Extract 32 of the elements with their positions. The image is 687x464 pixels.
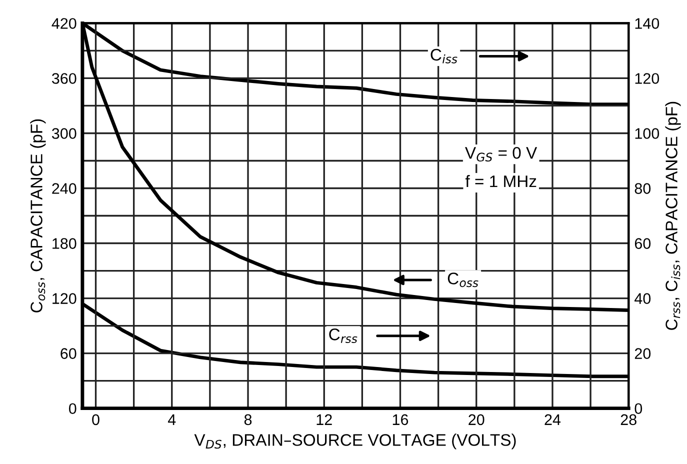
x-tick-label: 4 bbox=[168, 414, 176, 425]
y2-tick-label: 0 bbox=[634, 403, 642, 414]
x-tick-label: 28 bbox=[620, 414, 636, 426]
y-tick-label: 300 bbox=[52, 128, 76, 139]
y2-tick-label: 40 bbox=[634, 293, 651, 304]
x-tick-label: 0 bbox=[92, 414, 100, 426]
y-tick-label: 120 bbox=[52, 293, 76, 304]
y-tick-label: 420 bbox=[52, 18, 76, 29]
annotation: V$_{GS}$ = 0 V bbox=[465, 146, 538, 162]
x-tick-label: 16 bbox=[392, 414, 408, 426]
y2-axis-title: C$_{rss}$, C$_{iss}$, CAPACITANCE (pF) bbox=[665, 102, 681, 330]
y-axis-title: C$_{oss}$, CAPACITANCE (pF) bbox=[30, 119, 46, 312]
x-tick-label: 20 bbox=[468, 414, 484, 426]
legend-label: C$_{rss}$ bbox=[329, 328, 358, 344]
y2-tick-label: 120 bbox=[635, 73, 660, 84]
x-axis-title: V$_{DS}$, DRAIN–SOURCE VOLTAGE (VOLTS) bbox=[194, 434, 516, 450]
annotation: f = 1 MHz bbox=[465, 175, 536, 188]
y2-tick-label: 140 bbox=[635, 18, 660, 29]
y-tick-label: 0 bbox=[68, 403, 76, 414]
series-label: C$_{oss}$ bbox=[448, 272, 478, 288]
y2-tick-label: 60 bbox=[634, 238, 651, 249]
y-tick-label: 180 bbox=[52, 238, 76, 249]
y2-tick-label: 80 bbox=[634, 183, 651, 194]
x-tick-label: 12 bbox=[316, 414, 332, 425]
legend-label: C$_{iss}$ bbox=[430, 48, 458, 64]
y2-tick-label: 100 bbox=[635, 128, 660, 139]
y-tick-label: 360 bbox=[52, 73, 76, 84]
x-tick-label: 24 bbox=[544, 414, 561, 425]
y2-tick-label: 20 bbox=[634, 348, 651, 359]
y-tick-label: 240 bbox=[52, 183, 76, 194]
x-tick-label: 8 bbox=[244, 414, 252, 426]
y-tick-label: 60 bbox=[60, 348, 76, 359]
